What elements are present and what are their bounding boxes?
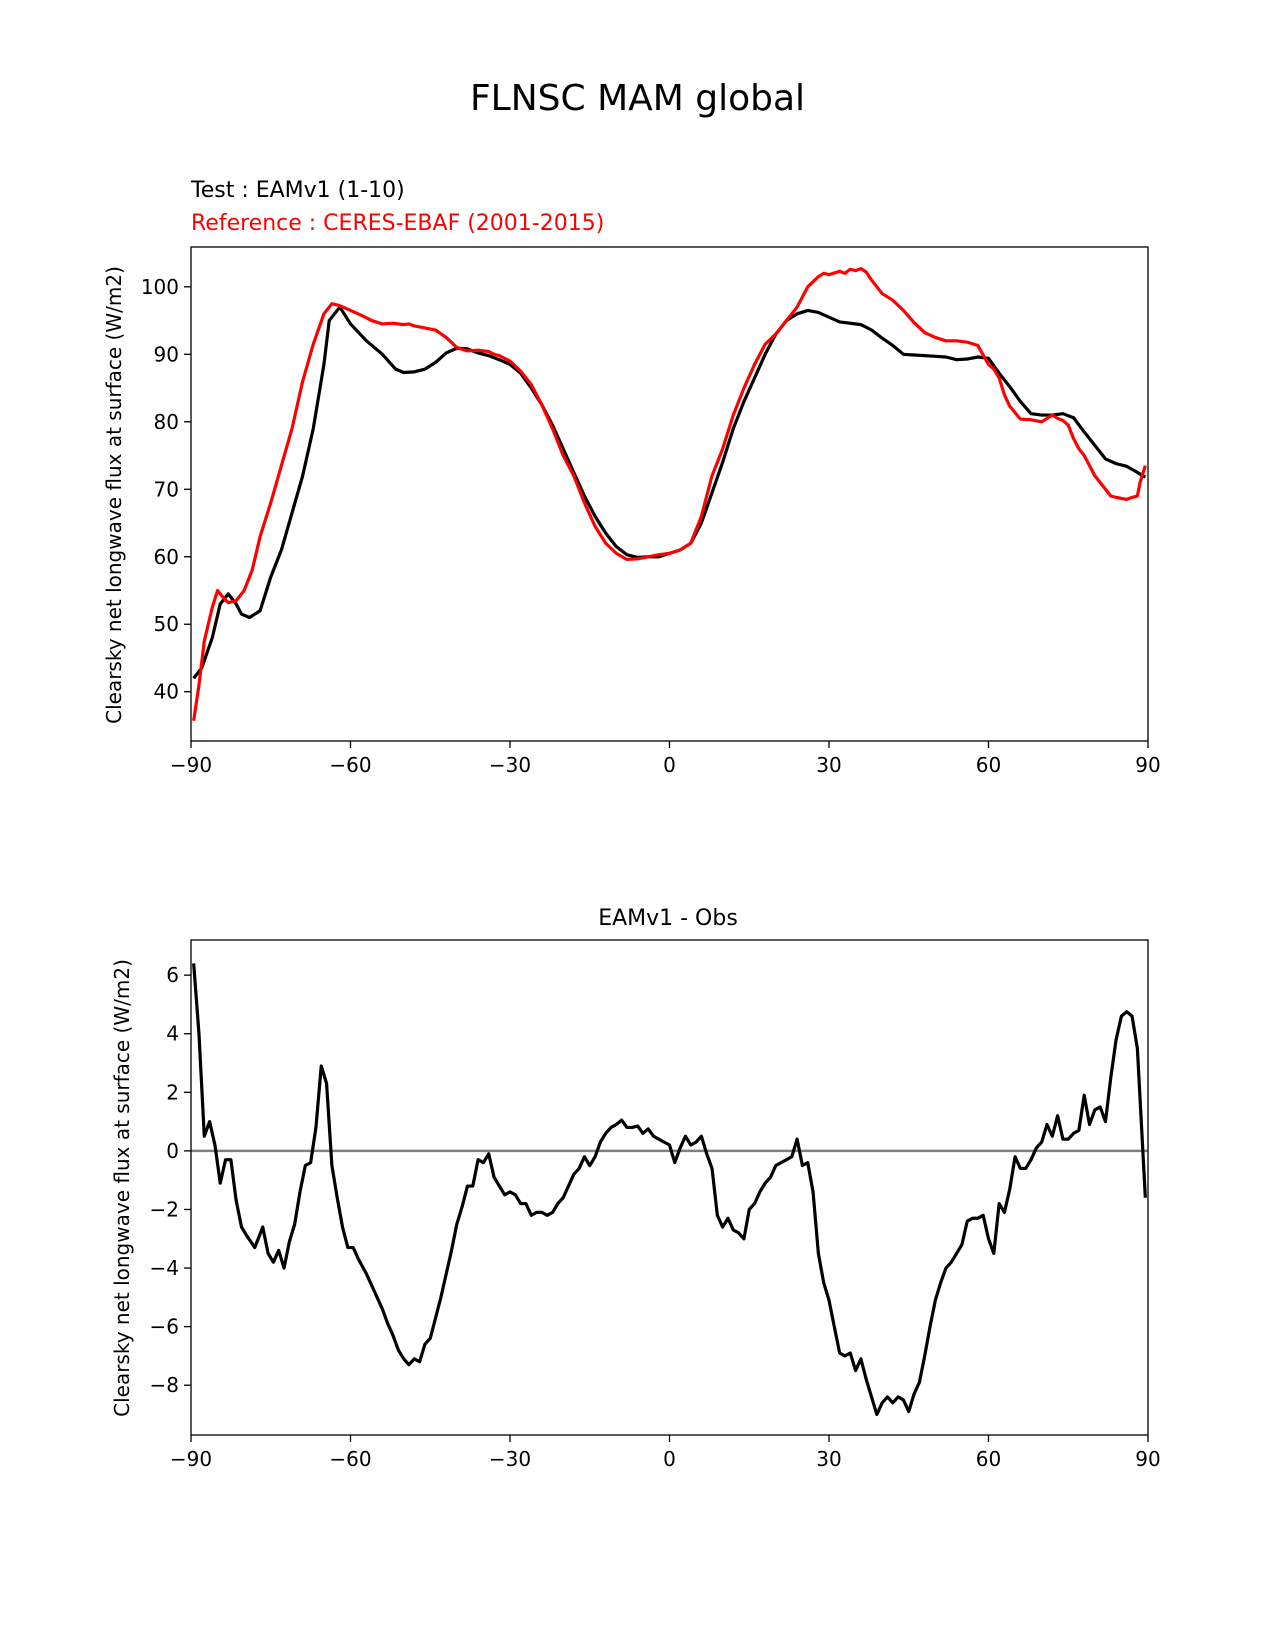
bottom-y-tick-label: −6 (150, 1315, 179, 1339)
bottom-x-tick-label: 90 (1135, 1447, 1160, 1471)
bottom-x-ticks: −90 −60 −30 0 30 60 90 (170, 1435, 1161, 1471)
bottom-x-tick-label: −90 (170, 1447, 212, 1471)
top-x-tick-label: −90 (170, 753, 212, 777)
panel-bottom: EAMv1 - Obs Clearsky net longwave flux a… (110, 906, 1161, 1471)
top-y-tick-label: 50 (154, 612, 179, 636)
bottom-panel-title: EAMv1 - Obs (598, 906, 738, 931)
reference-label: Reference : CERES-EBAF (2001-2015) (191, 211, 604, 236)
bottom-x-tick-label: 0 (663, 1447, 676, 1471)
bottom-y-tick-label: −8 (150, 1373, 179, 1397)
top-x-tick-label: −30 (489, 753, 531, 777)
top-plot-frame (190, 246, 1149, 742)
bottom-x-tick-label: −30 (489, 1447, 531, 1471)
bottom-y-ticks: −8 −6 −4 −2 0 2 4 6 (150, 963, 191, 1397)
test-label: Test : EAMv1 (1-10) (190, 178, 405, 203)
top-y-ticks: 40 50 60 70 80 90 100 (141, 275, 191, 704)
top-x-tick-label: −60 (329, 753, 371, 777)
top-y-tick-label: 70 (154, 477, 179, 501)
bottom-y-tick-label: 6 (166, 963, 179, 987)
bottom-y-axis-label: Clearsky net longwave flux at surface (W… (110, 959, 134, 1417)
bottom-series-line-0 (192, 963, 1147, 1417)
bottom-y-tick-label: 2 (166, 1080, 179, 1104)
bottom-y-tick-label: 4 (166, 1022, 179, 1046)
top-x-tick-label: 90 (1135, 753, 1160, 777)
top-series-line-0 (192, 305, 1147, 680)
bottom-series (192, 963, 1147, 1417)
top-series-line-1 (192, 267, 1147, 721)
top-y-tick-label: 60 (154, 545, 179, 569)
top-y-tick-label: 80 (154, 410, 179, 434)
top-series (192, 267, 1147, 721)
top-y-tick-label: 40 (154, 680, 179, 704)
top-x-tick-label: 60 (976, 753, 1001, 777)
bottom-y-tick-label: 0 (166, 1139, 179, 1163)
top-x-ticks: −90 −60 −30 0 30 60 90 (170, 741, 1161, 777)
top-y-axis-label: Clearsky net longwave flux at surface (W… (102, 266, 126, 724)
panel-top: Test : EAMv1 (1-10) Reference : CERES-EB… (102, 178, 1161, 777)
top-x-tick-label: 30 (816, 753, 841, 777)
top-x-tick-label: 0 (663, 753, 676, 777)
bottom-y-tick-label: −2 (150, 1197, 179, 1221)
bottom-x-tick-label: 30 (816, 1447, 841, 1471)
top-y-tick-label: 100 (141, 275, 179, 299)
bottom-x-tick-label: −60 (329, 1447, 371, 1471)
figure-title: FLNSC MAM global (470, 78, 805, 119)
bottom-plot-frame (190, 939, 1149, 1436)
top-y-tick-label: 90 (154, 342, 179, 366)
bottom-y-tick-label: −4 (150, 1256, 179, 1280)
bottom-x-tick-label: 60 (976, 1447, 1001, 1471)
